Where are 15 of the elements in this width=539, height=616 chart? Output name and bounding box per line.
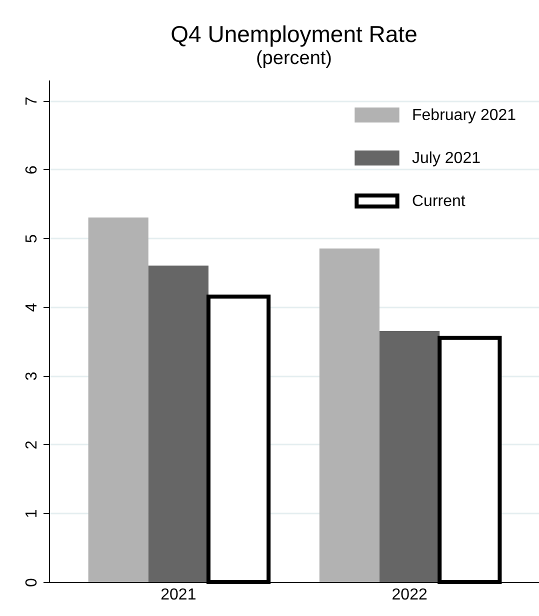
- y-tick-label: 5: [24, 234, 40, 244]
- y-tick-label: 1: [24, 509, 40, 518]
- chart-title: Q4 Unemployment Rate: [170, 21, 418, 47]
- x-tick-label: 2022: [392, 586, 428, 604]
- y-tick-label: 4: [24, 302, 40, 312]
- legend-label: Current: [412, 193, 466, 210]
- legend-label: February 2021: [412, 107, 516, 124]
- x-tick-label: 2021: [160, 586, 196, 604]
- y-tick-label: 0: [24, 578, 40, 587]
- legend-label: July 2021: [412, 150, 481, 167]
- chart-subtitle: (percent): [256, 48, 332, 69]
- y-tick-label: 2: [24, 440, 40, 450]
- y-tick-label: 3: [24, 372, 40, 381]
- y-tick-label: 7: [24, 96, 40, 106]
- y-tick-label: 6: [24, 165, 40, 174]
